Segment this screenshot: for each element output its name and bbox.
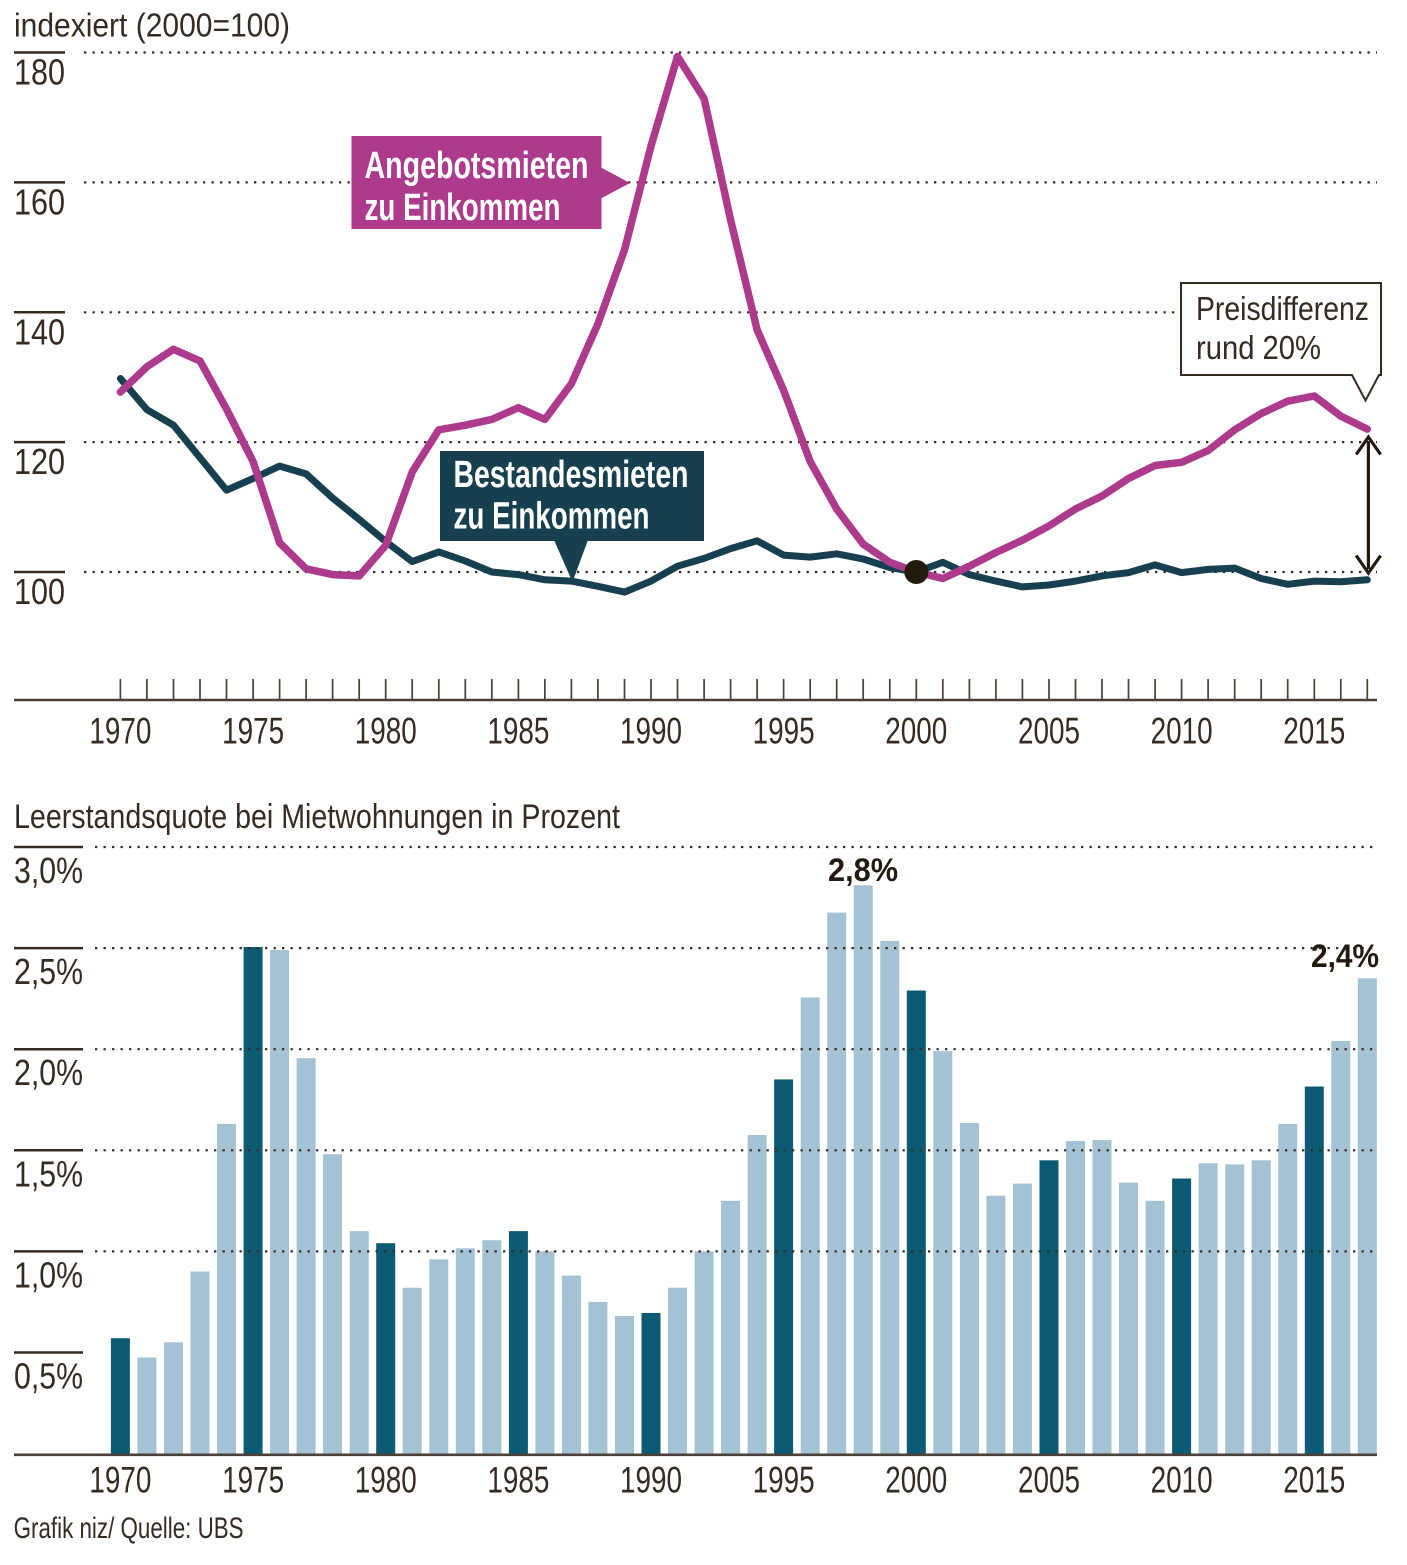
svg-text:1990: 1990 — [620, 711, 682, 752]
svg-text:2010: 2010 — [1151, 711, 1213, 752]
svg-text:120: 120 — [14, 441, 65, 482]
svg-text:1970: 1970 — [89, 1460, 151, 1501]
svg-text:140: 140 — [14, 311, 65, 352]
svg-text:2015: 2015 — [1283, 1460, 1345, 1501]
svg-text:2,4%: 2,4% — [1311, 938, 1379, 974]
svg-text:indexiert (2000=100): indexiert (2000=100) — [14, 7, 290, 44]
svg-text:2,0%: 2,0% — [14, 1052, 83, 1093]
svg-text:1,5%: 1,5% — [14, 1153, 83, 1194]
svg-text:2000: 2000 — [885, 711, 947, 752]
svg-text:2,5%: 2,5% — [14, 951, 83, 992]
svg-text:1970: 1970 — [89, 711, 151, 752]
svg-text:Angebotsmieten: Angebotsmieten — [365, 145, 589, 187]
svg-text:3,0%: 3,0% — [14, 850, 83, 891]
svg-text:2010: 2010 — [1151, 1460, 1213, 1501]
svg-text:1995: 1995 — [753, 711, 815, 752]
svg-text:1985: 1985 — [487, 711, 549, 752]
svg-text:Leerstandsquote bei Mietwohnun: Leerstandsquote bei Mietwohnungen in Pro… — [14, 798, 620, 836]
svg-text:2005: 2005 — [1018, 711, 1080, 752]
svg-text:Bestandesmieten: Bestandesmieten — [454, 454, 689, 496]
svg-text:2000: 2000 — [885, 1460, 947, 1501]
svg-text:zu Einkommen: zu Einkommen — [454, 496, 650, 538]
svg-text:zu Einkommen: zu Einkommen — [365, 187, 561, 229]
svg-text:180: 180 — [14, 52, 65, 93]
svg-text:1980: 1980 — [355, 1460, 417, 1501]
svg-text:rund 20%: rund 20% — [1196, 329, 1321, 366]
svg-text:1995: 1995 — [753, 1460, 815, 1501]
svg-text:1980: 1980 — [355, 711, 417, 752]
svg-text:160: 160 — [14, 181, 65, 222]
svg-text:100: 100 — [14, 571, 65, 612]
svg-text:1990: 1990 — [620, 1460, 682, 1501]
svg-text:Grafik niz/ Quelle: UBS: Grafik niz/ Quelle: UBS — [14, 1512, 244, 1545]
svg-text:1975: 1975 — [222, 1460, 284, 1501]
svg-text:1,0%: 1,0% — [14, 1254, 83, 1295]
svg-text:2,8%: 2,8% — [828, 852, 898, 888]
svg-text:1975: 1975 — [222, 711, 284, 752]
svg-text:1985: 1985 — [487, 1460, 549, 1501]
svg-text:0,5%: 0,5% — [14, 1356, 83, 1397]
svg-text:Preisdifferenz: Preisdifferenz — [1196, 290, 1369, 327]
svg-text:2015: 2015 — [1283, 711, 1345, 752]
svg-text:2005: 2005 — [1018, 1460, 1080, 1501]
